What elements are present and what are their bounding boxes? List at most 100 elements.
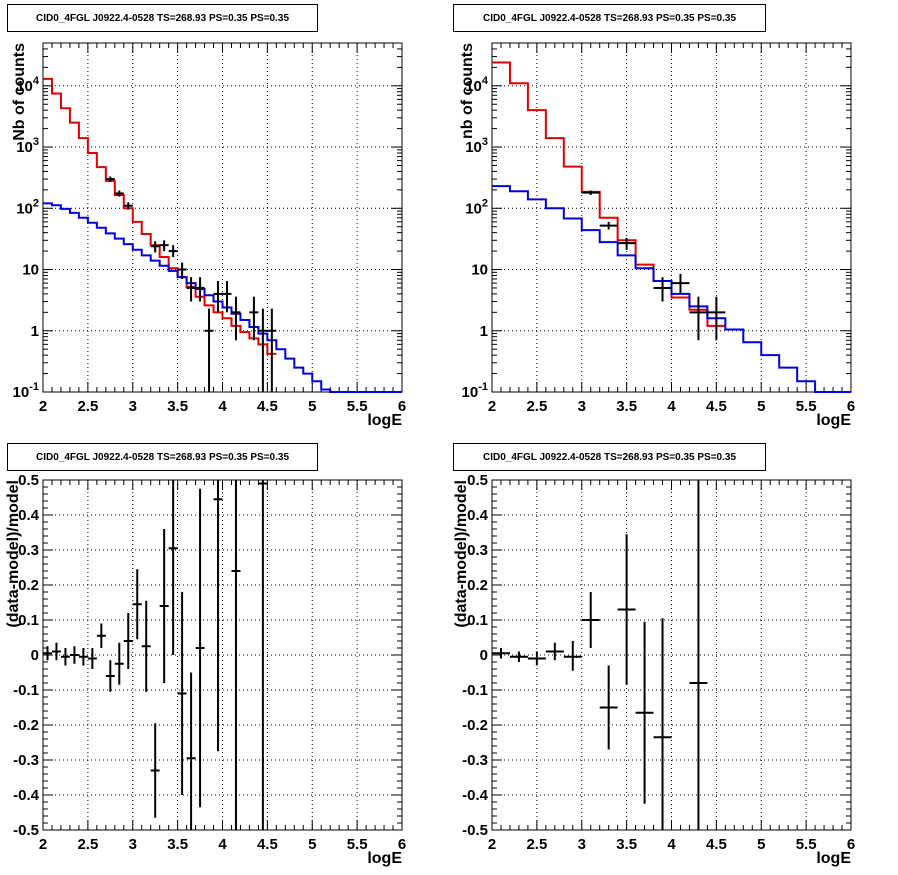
x-tick-label: 2.5 [77, 398, 98, 415]
x-tick-label: 3.5 [616, 836, 637, 853]
plot-panel-3: 2 2.5 3 3.5 4 4.5 5 5.5 6 -0.5 -0.4 -0.3 -0.2 -0.1 0 0.… [453, 472, 855, 867]
x-tick-label: 6 [398, 398, 406, 415]
y-tick-label: 0.4 [467, 507, 489, 524]
y-tick-label: 10 [471, 262, 488, 279]
x-tick-label: 2 [39, 836, 47, 853]
y-tick-label: -0.4 [13, 787, 40, 804]
y-tick-label: 0.2 [18, 577, 39, 594]
data-point [545, 642, 564, 661]
y-tick-label: -0.2 [462, 717, 488, 734]
data-point [653, 618, 672, 830]
title-box-bottom-left: CID0_4FGL J0922.4-0528 TS=268.93 PS=0.35… [7, 443, 318, 471]
data-point [186, 277, 196, 302]
data-point [492, 648, 510, 659]
y-tick-label: 0.1 [18, 612, 39, 629]
x-tick-label: 4 [667, 398, 676, 415]
data-point [168, 245, 178, 258]
data-point [599, 665, 618, 750]
y-tick-label: 10 [22, 262, 39, 279]
data-point [231, 296, 241, 341]
x-tick-label: 4 [667, 836, 676, 853]
series-step-line-1 [43, 202, 402, 393]
y-tick-label: -0.1 [462, 682, 488, 699]
y-tick-label: 104 [465, 75, 489, 95]
title-box-top-right: CID0_4FGL J0922.4-0528 TS=268.93 PS=0.35… [453, 4, 766, 32]
data-point [563, 641, 582, 671]
x-tick-label: 6 [847, 836, 855, 853]
x-tick-label: 2.5 [526, 836, 547, 853]
data-point [132, 569, 142, 640]
plot-panel-2: 2 2.5 3 3.5 4 4.5 5 5.5 6 -0.5 -0.4 -0.3 -0.2 -0.1 0 0.… [5, 472, 406, 867]
y-tick-label: 0.3 [467, 542, 488, 559]
y-tick-label: 0 [31, 647, 39, 664]
data-point [222, 280, 232, 313]
y-tick-label: -0.1 [13, 682, 39, 699]
data-point [168, 480, 178, 655]
x-tick-label: 6 [847, 398, 855, 415]
y-tick-label: 0 [480, 647, 488, 664]
y-tick-label: 1 [31, 323, 39, 340]
plot-panel-1: 2 2.5 3 3.5 4 4.5 5 5.5 6 10-1 1 10 102 103 104 logE nb … [459, 42, 855, 429]
data-point [689, 296, 708, 341]
plot-panel-0: 2 2.5 3 3.5 4 4.5 5 5.5 6 10-1 1 10 102 103 104 logE Nb … [11, 42, 406, 429]
title-box-bottom-right: CID0_4FGL J0922.4-0528 TS=268.93 PS=0.35… [453, 443, 766, 471]
data-point [60, 648, 70, 666]
x-tick-label: 2 [488, 836, 496, 853]
data-point [51, 642, 61, 661]
data-point [159, 240, 169, 252]
y-tick-label: -0.3 [462, 752, 488, 769]
x-tick-label: 2.5 [526, 398, 547, 415]
y-tick-label: 0.3 [18, 542, 39, 559]
data-point [177, 592, 187, 795]
y-tick-label: 1 [480, 323, 488, 340]
data-point [581, 190, 600, 195]
data-point [150, 241, 160, 253]
data-point [195, 277, 205, 302]
x-tick-label: 6 [398, 836, 406, 853]
data-point [213, 280, 223, 313]
y-tick-label: -0.5 [462, 822, 488, 839]
data-point [249, 296, 259, 341]
x-tick-label: 3 [578, 836, 586, 853]
x-tick-label: 5.5 [796, 398, 817, 415]
data-point [105, 176, 115, 182]
data-point [43, 646, 52, 661]
data-point [141, 600, 151, 692]
x-tick-label: 4.5 [706, 836, 727, 853]
x-tick-label: 5.5 [347, 836, 368, 853]
y-axis-label: nb of counts [459, 43, 476, 139]
x-tick-label: 4 [218, 398, 227, 415]
data-point [150, 723, 160, 818]
x-tick-label: 5 [757, 398, 765, 415]
x-tick-label: 2 [39, 398, 47, 415]
data-point [114, 190, 124, 197]
x-tick-label: 3 [129, 398, 137, 415]
y-tick-label: 0.5 [467, 472, 488, 489]
data-point [186, 672, 196, 830]
data-point [96, 623, 106, 648]
x-axis-label: logE [367, 412, 402, 429]
x-tick-label: 5.5 [347, 398, 368, 415]
data-point [617, 534, 636, 685]
data-point [123, 202, 133, 210]
y-tick-label: 103 [465, 136, 488, 156]
data-point [635, 621, 654, 804]
y-tick-label: 102 [465, 197, 488, 217]
x-tick-label: 3 [578, 398, 586, 415]
x-tick-label: 3.5 [167, 836, 188, 853]
series-step-line-0 [492, 61, 726, 327]
data-point [689, 480, 708, 830]
x-tick-label: 5 [308, 398, 316, 415]
y-tick-label: -0.2 [13, 717, 39, 734]
title-box-top-left: CID0_4FGL J0922.4-0528 TS=268.93 PS=0.35… [7, 4, 318, 32]
y-tick-label: 10-1 [462, 381, 488, 401]
y-tick-label: 0.2 [467, 577, 488, 594]
x-tick-label: 2.5 [77, 836, 98, 853]
data-point [204, 308, 214, 392]
x-axis-label: logE [367, 850, 402, 867]
y-axis-label: Nb of counts [11, 43, 28, 141]
data-point [599, 221, 618, 230]
x-tick-label: 5 [308, 836, 316, 853]
plot-title: CID0_4FGL J0922.4-0528 TS=268.93 PS=0.35… [35, 451, 290, 463]
x-tick-label: 4.5 [257, 398, 278, 415]
